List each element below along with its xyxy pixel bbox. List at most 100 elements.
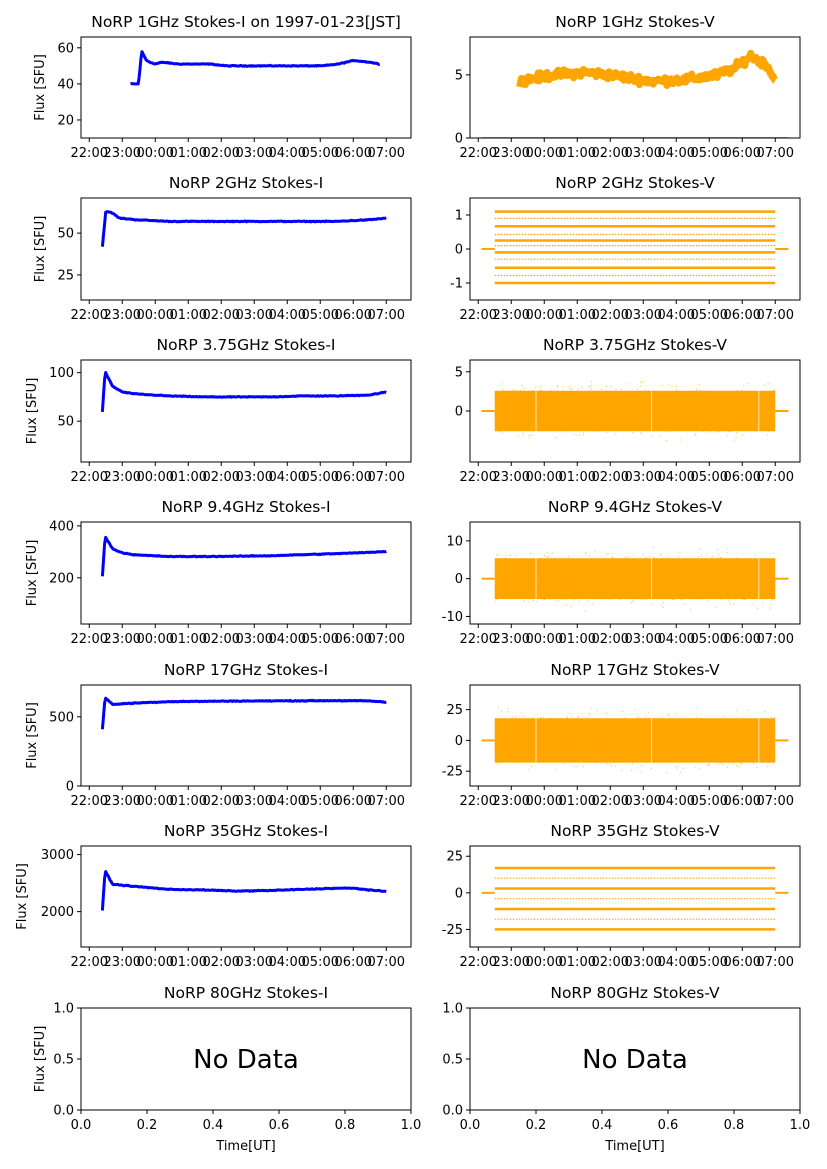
xtick-label: 00:00	[137, 470, 174, 485]
v-point	[596, 742, 599, 744]
v-point	[496, 741, 498, 743]
v-point	[746, 420, 748, 422]
v-point	[568, 417, 570, 419]
v-point	[681, 416, 683, 418]
v-point	[533, 569, 535, 572]
v-point	[633, 721, 636, 724]
v-point	[732, 402, 735, 404]
v-point	[518, 560, 521, 562]
v-point	[558, 590, 561, 593]
v-point	[693, 585, 695, 587]
v-point	[588, 385, 590, 387]
v-point	[731, 580, 733, 582]
v-point	[718, 424, 720, 426]
v-point	[745, 416, 747, 418]
v-point	[753, 578, 756, 580]
v-point	[576, 588, 578, 590]
v-point	[595, 571, 598, 573]
v-point	[567, 405, 569, 407]
v-point	[585, 743, 588, 745]
v-point	[686, 573, 688, 575]
v-point	[636, 418, 639, 420]
series-line-p1v	[516, 49, 778, 89]
v-point	[529, 413, 531, 415]
v-point	[629, 729, 632, 732]
v-point	[527, 723, 529, 726]
v-point	[694, 750, 696, 752]
v-point	[691, 723, 693, 725]
v-point	[569, 723, 571, 725]
v-point	[667, 558, 670, 561]
v-point	[624, 584, 626, 586]
v-point	[753, 564, 755, 566]
v-point	[543, 599, 545, 601]
ytick-label: 5	[455, 365, 463, 380]
v-point	[706, 587, 708, 589]
v-point	[653, 733, 655, 735]
v-point	[594, 726, 596, 728]
v-point	[579, 736, 581, 738]
v-point	[672, 585, 674, 587]
v-point	[497, 395, 499, 397]
v-point	[506, 722, 508, 724]
v-point	[632, 600, 634, 602]
v-point	[619, 427, 621, 429]
v-point	[581, 407, 584, 409]
v-point	[656, 757, 658, 760]
v-point	[643, 426, 645, 428]
v-point	[539, 735, 541, 737]
v-point	[557, 416, 559, 418]
v-point	[712, 739, 714, 742]
v-point	[547, 724, 549, 726]
v-point	[745, 724, 747, 727]
v-point	[751, 579, 754, 581]
v-point	[618, 726, 621, 728]
v-point	[627, 741, 629, 743]
v-point	[659, 420, 662, 423]
v-point	[592, 569, 594, 571]
v-point	[603, 415, 606, 417]
v-point	[532, 743, 535, 745]
v-point	[655, 421, 657, 423]
xtick-label: 05:00	[691, 146, 728, 161]
v-point	[717, 420, 719, 422]
v-point	[578, 601, 580, 603]
v-point	[760, 566, 763, 569]
v-point	[697, 739, 699, 741]
v-point	[579, 407, 581, 409]
v-point	[521, 384, 523, 386]
v-point	[502, 411, 505, 413]
v-point	[680, 589, 682, 591]
v-point	[603, 590, 605, 592]
xtick-label: 07:00	[368, 955, 405, 970]
v-point	[739, 563, 742, 565]
xtick-label: 03:00	[625, 955, 662, 970]
v-point	[738, 753, 741, 755]
v-point	[540, 403, 542, 406]
v-point	[713, 416, 715, 418]
v-point	[653, 755, 655, 757]
v-point	[610, 563, 613, 565]
v-point	[609, 577, 611, 580]
v-point	[657, 395, 659, 397]
v-point	[550, 390, 552, 392]
v-point	[745, 402, 747, 404]
v-point	[657, 430, 659, 432]
v-point	[602, 583, 604, 585]
v-point	[747, 709, 749, 711]
v-point	[659, 574, 662, 576]
v-point	[640, 572, 642, 574]
v-point	[763, 731, 766, 733]
v-point	[604, 754, 606, 756]
v-point	[724, 581, 726, 583]
xtick-label: 02:00	[592, 470, 629, 485]
v-point	[532, 717, 534, 719]
v-point	[632, 564, 634, 566]
v-point	[503, 746, 505, 748]
v-point	[574, 599, 576, 601]
v-point	[714, 750, 716, 753]
v-point	[495, 397, 497, 399]
v-point	[726, 552, 728, 554]
v-point	[498, 747, 501, 749]
v-point	[578, 577, 580, 579]
